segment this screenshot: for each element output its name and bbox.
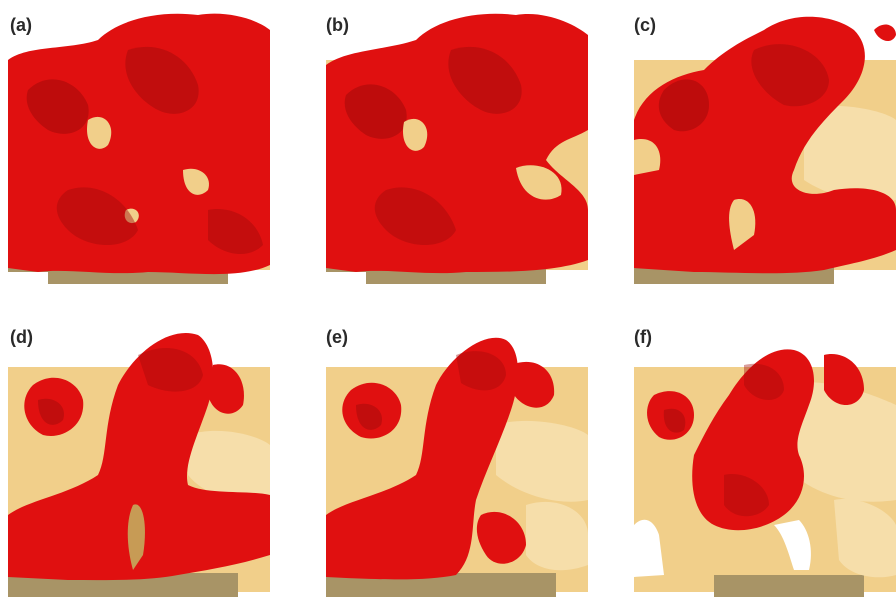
solid-hole <box>634 139 661 175</box>
red-blob <box>824 354 864 405</box>
panel-a-render <box>8 10 276 284</box>
panel-d-image <box>8 333 270 597</box>
red-phase <box>874 24 896 42</box>
void-gap <box>634 519 664 577</box>
red-shadow <box>138 347 203 392</box>
red-shadow <box>456 351 506 391</box>
substrate <box>714 575 864 597</box>
solid-highlight <box>526 501 588 571</box>
red-phase <box>8 333 270 581</box>
solid-hole <box>87 116 112 149</box>
red-shadow <box>663 408 686 433</box>
solid-hole <box>124 208 139 224</box>
red-shadow <box>26 79 89 134</box>
red-shadow <box>356 403 382 430</box>
red-blob <box>208 364 244 414</box>
red-shadow <box>658 79 709 132</box>
panel-label-d: (d) <box>10 327 33 347</box>
panel-e-image <box>326 337 588 597</box>
solid-highlight <box>784 382 896 502</box>
solid-hole <box>729 199 756 250</box>
red-phase <box>692 349 814 531</box>
red-shadow <box>374 187 456 245</box>
void-gap <box>774 520 811 570</box>
red-phase <box>326 13 588 274</box>
red-blob <box>476 511 526 564</box>
red-blob <box>511 361 555 408</box>
red-shadow <box>38 398 64 425</box>
red-shadow <box>751 44 829 107</box>
panel-f-render <box>634 325 896 597</box>
solid-hole <box>403 118 428 151</box>
panel-a-image <box>8 13 270 284</box>
solid-highlight <box>188 430 270 502</box>
solid-hole <box>516 165 562 200</box>
red-shadow <box>744 363 784 401</box>
solid-shadow <box>127 504 145 570</box>
red-shadow <box>125 46 199 114</box>
panel-e-render <box>326 325 594 597</box>
panel-c-image <box>634 16 896 284</box>
panel-label-b: (b) <box>326 15 349 35</box>
red-shadow <box>448 46 522 114</box>
panel-f-image <box>634 349 896 597</box>
panel-d-render <box>8 325 276 597</box>
solid-highlight <box>496 420 588 502</box>
red-phase <box>8 13 270 275</box>
red-shadow <box>724 474 769 517</box>
solid-hole <box>183 168 209 195</box>
solid-highlight <box>834 499 896 578</box>
panel-label-f: (f) <box>634 327 652 347</box>
panel-label-c: (c) <box>634 15 656 35</box>
panel-b-image <box>326 13 588 284</box>
red-phase <box>326 337 518 580</box>
red-shadow <box>344 84 407 139</box>
panel-label-a: (a) <box>10 15 32 35</box>
panel-c-render <box>634 10 896 284</box>
panel-label-e: (e) <box>326 327 348 347</box>
panel-b-render <box>326 10 594 284</box>
red-shadow <box>208 209 263 255</box>
red-phase <box>634 16 896 274</box>
solid-highlight <box>804 105 896 202</box>
red-shadow <box>56 187 138 245</box>
